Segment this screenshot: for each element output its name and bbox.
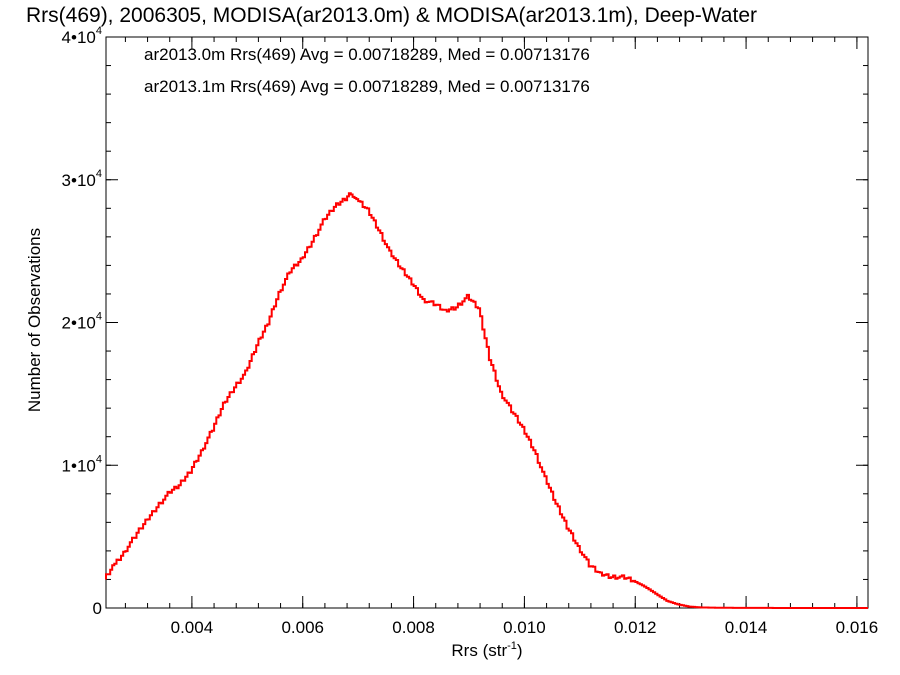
x-tick-label: 0.016 bbox=[836, 618, 879, 637]
plot-frame bbox=[105, 36, 869, 609]
y-tick-label: 1•104 bbox=[62, 453, 102, 475]
x-tick-label: 0.014 bbox=[725, 618, 768, 637]
x-axis-label-close: ) bbox=[517, 641, 523, 660]
x-axis-label-text: Rrs (str bbox=[451, 641, 507, 660]
y-tick-label: 2•104 bbox=[62, 311, 102, 333]
x-tick-label: 0.004 bbox=[171, 618, 214, 637]
chart-title: Rrs(469), 2006305, MODISA(ar2013.0m) & M… bbox=[26, 4, 757, 27]
y-axis-ticks: 0 1•104 2•104 3•104 4•104 bbox=[62, 25, 868, 618]
y-tick-label: 4•104 bbox=[62, 25, 102, 47]
x-tick-label: 0.012 bbox=[614, 618, 657, 637]
histogram-line bbox=[105, 192, 868, 609]
y-axis-label: Number of Observations bbox=[25, 228, 44, 412]
x-tick-label: 0.010 bbox=[503, 618, 546, 637]
y-tick-label: 0 bbox=[93, 599, 102, 618]
x-tick-label: 0.006 bbox=[281, 618, 324, 637]
x-tick-label: 0.008 bbox=[392, 618, 435, 637]
y-tick-label: 3•104 bbox=[62, 168, 102, 190]
x-axis-label-superscript: -1 bbox=[507, 640, 517, 652]
x-axis-label: Rrs (str-1) bbox=[451, 640, 522, 660]
annotation-ar2013-0m: ar2013.0m Rrs(469) Avg = 0.00718289, Med… bbox=[144, 45, 590, 64]
annotation-ar2013-1m: ar2013.1m Rrs(469) Avg = 0.00718289, Med… bbox=[144, 77, 590, 96]
x-axis-ticks: 0.004 0.006 0.008 0.010 0.012 0.014 0.016 bbox=[124, 37, 879, 637]
